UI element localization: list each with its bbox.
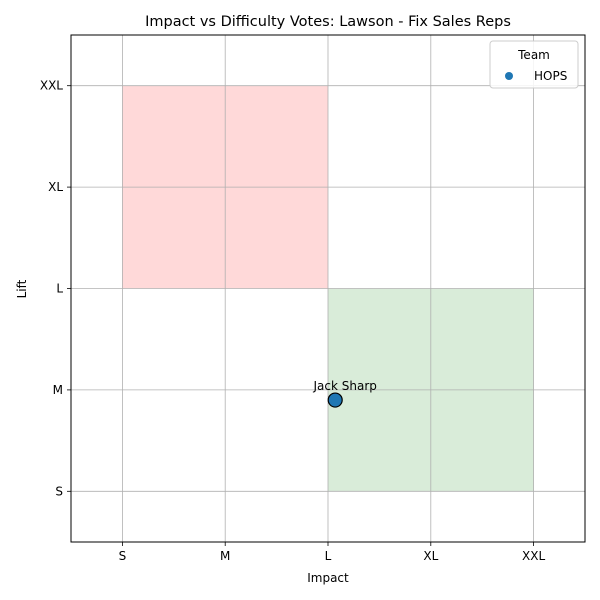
x-tick-label-4: XXL (522, 549, 545, 563)
y-tick-label-1: M (53, 383, 63, 397)
legend-entry-label-0: HOPS (534, 69, 567, 83)
chart-title: Impact vs Difficulty Votes: Lawson - Fix… (145, 14, 511, 30)
legend-marker-0 (505, 72, 513, 80)
legend: Team HOPS (489, 40, 579, 89)
x-ticks: S M L XL XXL (119, 542, 545, 563)
y-tick-label-4: XXL (40, 79, 63, 93)
y-tick-label-2: L (56, 282, 63, 296)
x-axis-label: Impact (307, 571, 349, 585)
y-tick-label-0: S (55, 484, 63, 498)
legend-entries: HOPS (505, 69, 567, 83)
data-point-0-0 (327, 392, 343, 408)
x-tick-label-0: S (119, 549, 127, 563)
data-point-label-0-0: Jack Sharp (313, 379, 377, 393)
data-points: Jack Sharp (313, 379, 377, 408)
y-tick-label-3: XL (48, 180, 63, 194)
y-ticks: S M L XL XXL (40, 79, 71, 498)
y-axis-label: Lift (15, 279, 29, 298)
x-tick-label-2: L (325, 549, 332, 563)
grid (71, 35, 585, 542)
x-tick-label-3: XL (423, 549, 438, 563)
legend-title: Team (517, 48, 550, 62)
x-tick-label-1: M (220, 549, 230, 563)
